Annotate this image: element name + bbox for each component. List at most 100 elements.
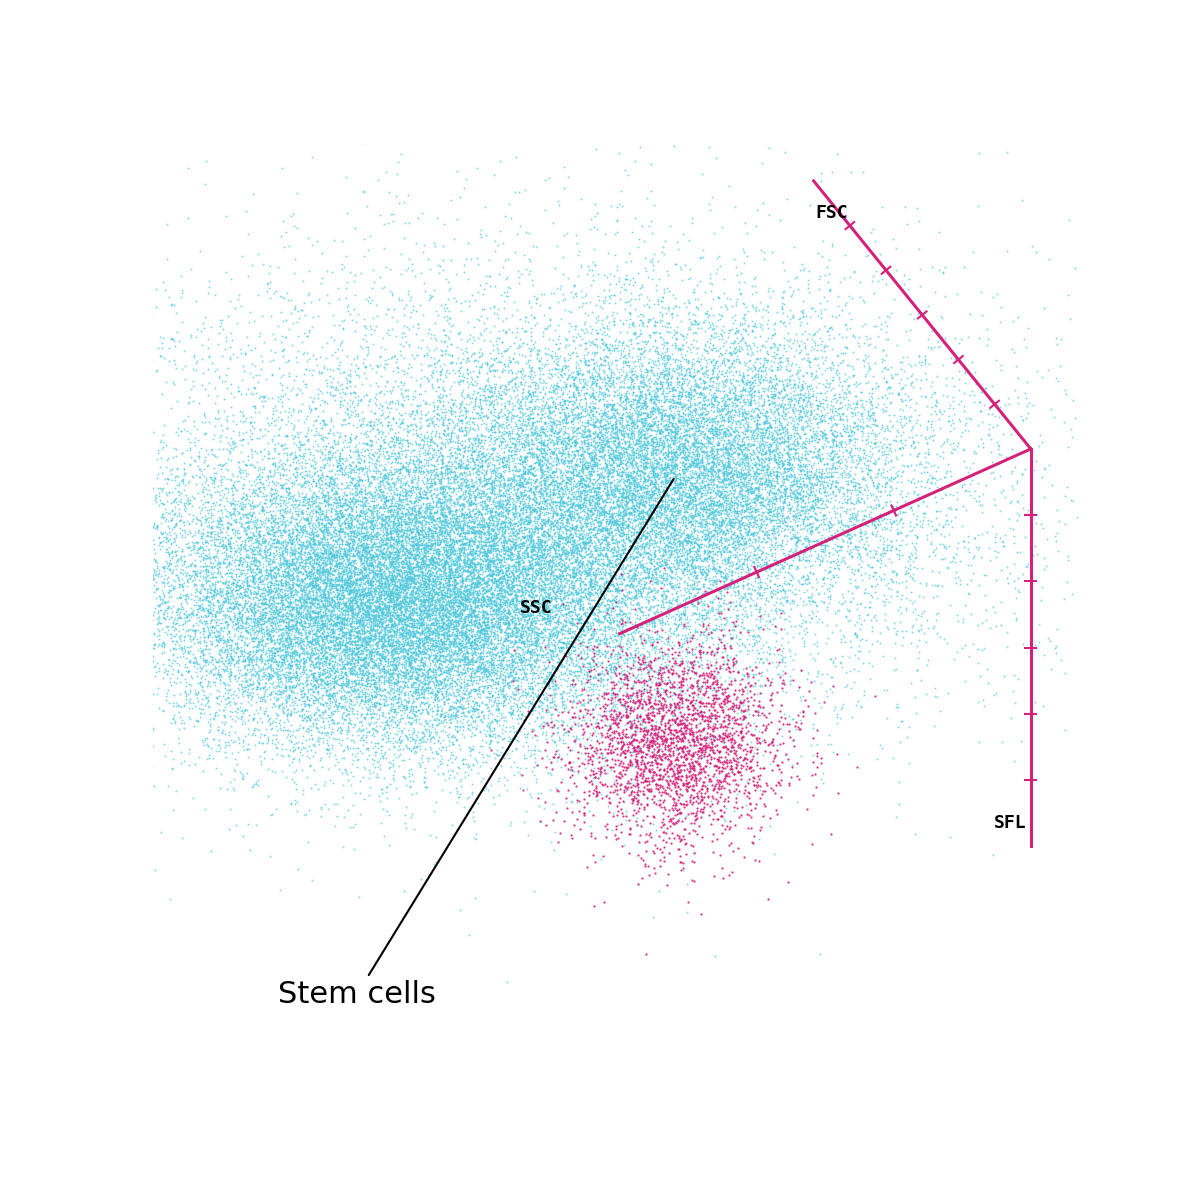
Point <box>292 760 311 779</box>
Point <box>539 611 558 630</box>
Point <box>270 586 289 605</box>
Point <box>167 619 186 638</box>
Point <box>276 659 295 678</box>
Point <box>65 661 84 680</box>
Point <box>588 761 607 780</box>
Point <box>484 569 503 588</box>
Point <box>498 571 517 590</box>
Point <box>757 576 776 595</box>
Point <box>391 602 410 622</box>
Point <box>1163 574 1182 593</box>
Point <box>329 498 348 517</box>
Point <box>788 394 808 413</box>
Point <box>548 574 568 593</box>
Point <box>539 469 558 488</box>
Point <box>542 509 562 528</box>
Point <box>668 642 688 661</box>
Point <box>347 522 366 541</box>
Point <box>217 502 236 521</box>
Point <box>661 505 680 524</box>
Point <box>455 535 474 554</box>
Point <box>770 487 790 506</box>
Point <box>524 596 544 616</box>
Point <box>367 505 386 524</box>
Point <box>568 406 587 425</box>
Point <box>494 475 514 494</box>
Point <box>542 589 562 608</box>
Point <box>336 580 355 599</box>
Point <box>355 509 374 528</box>
Point <box>626 548 646 568</box>
Point <box>463 594 482 613</box>
Point <box>690 400 709 419</box>
Point <box>403 564 422 583</box>
Point <box>130 566 149 586</box>
Point <box>514 464 533 484</box>
Point <box>577 739 596 758</box>
Point <box>176 685 196 704</box>
Point <box>654 744 673 763</box>
Point <box>613 488 632 508</box>
Point <box>442 452 461 472</box>
Point <box>752 422 772 442</box>
Point <box>416 628 436 647</box>
Point <box>570 469 589 488</box>
Point <box>361 553 380 572</box>
Point <box>823 463 842 482</box>
Point <box>599 413 618 432</box>
Point <box>295 452 314 472</box>
Point <box>419 512 438 532</box>
Point <box>664 390 683 409</box>
Point <box>740 596 760 616</box>
Point <box>390 564 409 583</box>
Point <box>604 452 623 472</box>
Point <box>768 456 787 475</box>
Point <box>343 619 362 638</box>
Point <box>440 652 460 671</box>
Point <box>334 689 353 708</box>
Point <box>181 456 200 475</box>
Point <box>540 378 559 397</box>
Point <box>439 630 458 649</box>
Point <box>461 659 480 678</box>
Point <box>617 529 636 548</box>
Point <box>676 529 695 548</box>
Point <box>275 491 294 510</box>
Point <box>356 632 376 652</box>
Point <box>592 416 611 436</box>
Point <box>373 497 392 516</box>
Point <box>270 684 289 703</box>
Point <box>260 554 280 574</box>
Point <box>588 481 607 500</box>
Point <box>550 365 569 384</box>
Point <box>632 436 652 455</box>
Point <box>392 527 412 546</box>
Point <box>530 468 550 487</box>
Point <box>620 818 640 838</box>
Point <box>726 509 745 528</box>
Point <box>316 604 335 623</box>
Point <box>326 690 346 709</box>
Point <box>527 478 546 497</box>
Point <box>760 653 779 672</box>
Point <box>445 450 464 469</box>
Point <box>400 600 419 619</box>
Point <box>503 653 522 672</box>
Point <box>244 526 263 545</box>
Point <box>733 707 752 726</box>
Point <box>427 510 446 529</box>
Point <box>702 794 721 814</box>
Point <box>734 448 754 467</box>
Point <box>192 438 211 457</box>
Point <box>336 710 355 730</box>
Point <box>703 498 722 517</box>
Point <box>592 576 611 595</box>
Point <box>78 631 97 650</box>
Point <box>268 744 287 763</box>
Point <box>353 414 372 433</box>
Point <box>373 613 392 632</box>
Point <box>684 464 703 484</box>
Point <box>566 552 586 571</box>
Point <box>434 424 454 443</box>
Point <box>475 475 494 494</box>
